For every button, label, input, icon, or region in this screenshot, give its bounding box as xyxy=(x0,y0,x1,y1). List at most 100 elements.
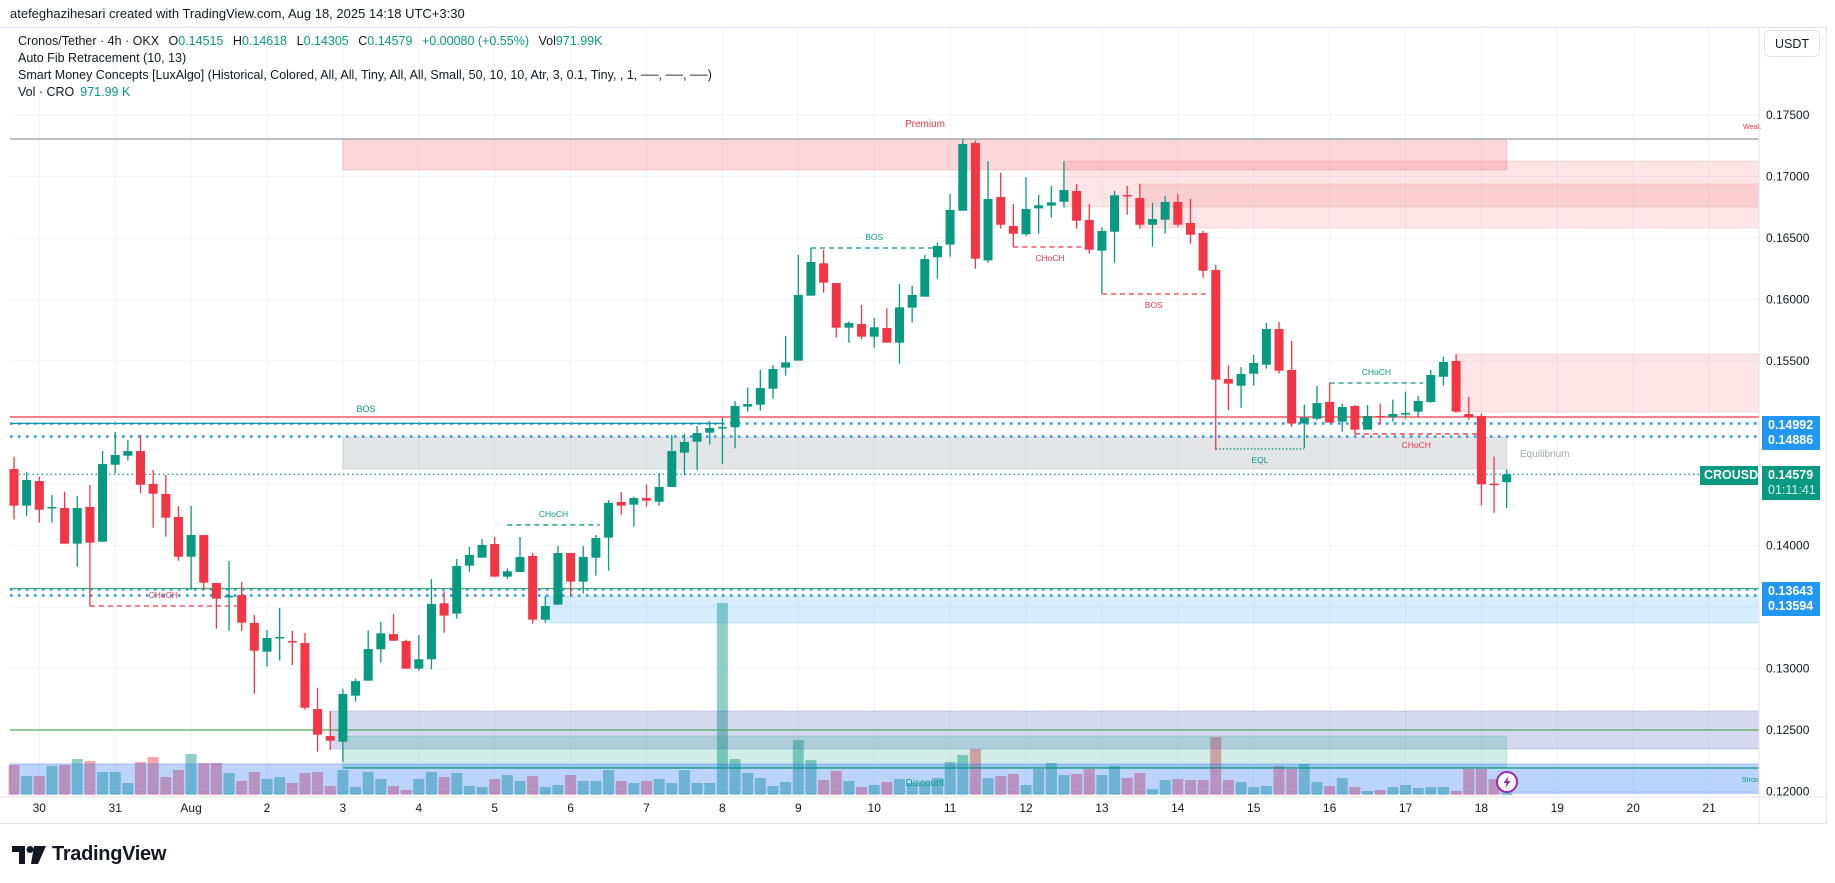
candle[interactable] xyxy=(161,475,171,537)
candle[interactable] xyxy=(72,496,82,567)
candle[interactable] xyxy=(566,553,576,596)
candle[interactable] xyxy=(819,249,829,293)
candle[interactable] xyxy=(262,630,272,667)
candle[interactable] xyxy=(1185,199,1195,244)
candle[interactable] xyxy=(1287,340,1297,427)
candle[interactable] xyxy=(287,630,297,666)
candle[interactable] xyxy=(629,496,639,527)
candle[interactable] xyxy=(502,568,512,579)
candle[interactable] xyxy=(591,535,601,576)
candle[interactable] xyxy=(1476,413,1486,506)
candle[interactable] xyxy=(338,688,348,762)
candle[interactable] xyxy=(882,308,892,343)
candle[interactable] xyxy=(945,193,955,257)
candle[interactable] xyxy=(528,553,538,624)
candle[interactable] xyxy=(1211,265,1221,451)
candle[interactable] xyxy=(123,439,133,461)
candle[interactable] xyxy=(1034,194,1044,234)
indicator-volume[interactable]: Vol · CRO 971.99 K xyxy=(18,85,130,99)
candle[interactable] xyxy=(85,484,95,607)
candle[interactable] xyxy=(363,630,373,681)
candle[interactable] xyxy=(1160,196,1170,234)
candle[interactable] xyxy=(186,506,196,591)
candle[interactable] xyxy=(932,242,942,279)
candle[interactable] xyxy=(679,434,689,476)
candle[interactable] xyxy=(1059,161,1069,208)
candle[interactable] xyxy=(1097,227,1107,294)
candle[interactable] xyxy=(1350,405,1360,435)
candle[interactable] xyxy=(1489,456,1499,513)
candle[interactable] xyxy=(237,582,247,631)
candle[interactable] xyxy=(705,421,715,445)
candle[interactable] xyxy=(34,476,44,523)
candle[interactable] xyxy=(553,545,563,605)
candle[interactable] xyxy=(1312,385,1322,421)
candle[interactable] xyxy=(1110,191,1120,263)
candle[interactable] xyxy=(389,614,398,641)
candle[interactable] xyxy=(439,591,449,633)
candle[interactable] xyxy=(325,711,335,751)
candle[interactable] xyxy=(136,435,145,494)
candle[interactable] xyxy=(1072,184,1082,229)
candle[interactable] xyxy=(1148,202,1157,247)
candle[interactable] xyxy=(1426,369,1436,403)
candle[interactable] xyxy=(1401,391,1410,419)
tradingview-logo[interactable]: TradingView xyxy=(12,843,166,866)
candle[interactable] xyxy=(755,369,765,411)
candle[interactable] xyxy=(1502,469,1512,508)
candle[interactable] xyxy=(1299,404,1309,448)
candle[interactable] xyxy=(224,560,234,631)
candle[interactable] xyxy=(1122,185,1132,215)
candle[interactable] xyxy=(717,417,727,465)
candle[interactable] xyxy=(22,471,32,516)
candle[interactable] xyxy=(199,535,209,590)
candle[interactable] xyxy=(970,140,980,269)
indicator-smc[interactable]: Smart Money Concepts [LuxAlgo] (Historic… xyxy=(18,68,712,82)
candle[interactable] xyxy=(743,387,753,412)
lightning-icon[interactable] xyxy=(1496,771,1518,793)
candle[interactable] xyxy=(1413,395,1423,417)
candle[interactable] xyxy=(1325,383,1335,423)
candle[interactable] xyxy=(844,321,854,343)
candle[interactable] xyxy=(1464,396,1474,420)
candle[interactable] xyxy=(1249,354,1259,386)
candle[interactable] xyxy=(275,607,285,661)
candle[interactable] xyxy=(490,537,500,578)
candle[interactable] xyxy=(173,506,183,561)
candle[interactable] xyxy=(1046,185,1056,218)
candle[interactable] xyxy=(477,538,487,558)
candle[interactable] xyxy=(857,305,867,340)
candle[interactable] xyxy=(642,484,651,507)
symbol-title[interactable]: Cronos/Tether · 4h · OKX xyxy=(18,34,160,48)
candle[interactable] xyxy=(1236,367,1246,408)
candle[interactable] xyxy=(515,537,525,572)
candle[interactable] xyxy=(47,495,57,523)
candle[interactable] xyxy=(540,596,550,623)
candle[interactable] xyxy=(907,285,917,323)
candle[interactable] xyxy=(1173,194,1183,227)
candle[interactable] xyxy=(616,491,626,515)
candle[interactable] xyxy=(98,451,108,542)
candle[interactable] xyxy=(578,545,588,594)
candle[interactable] xyxy=(1021,176,1031,237)
candle[interactable] xyxy=(1451,353,1461,413)
candle[interactable] xyxy=(426,578,436,670)
candle[interactable] xyxy=(376,622,386,663)
candle[interactable] xyxy=(920,254,930,297)
candle[interactable] xyxy=(1375,403,1385,425)
candle[interactable] xyxy=(831,283,841,338)
candle[interactable] xyxy=(1337,403,1347,432)
candle[interactable] xyxy=(793,254,803,361)
candle[interactable] xyxy=(768,365,778,399)
candle[interactable] xyxy=(313,687,323,752)
candle[interactable] xyxy=(869,317,879,348)
candle[interactable] xyxy=(401,639,411,669)
candle[interactable] xyxy=(464,546,474,572)
currency-button[interactable]: USDT xyxy=(1764,30,1820,57)
candle[interactable] xyxy=(110,431,120,474)
candle[interactable] xyxy=(895,284,904,364)
candle[interactable] xyxy=(1363,405,1373,430)
candle[interactable] xyxy=(1223,365,1233,411)
candle[interactable] xyxy=(452,559,462,619)
